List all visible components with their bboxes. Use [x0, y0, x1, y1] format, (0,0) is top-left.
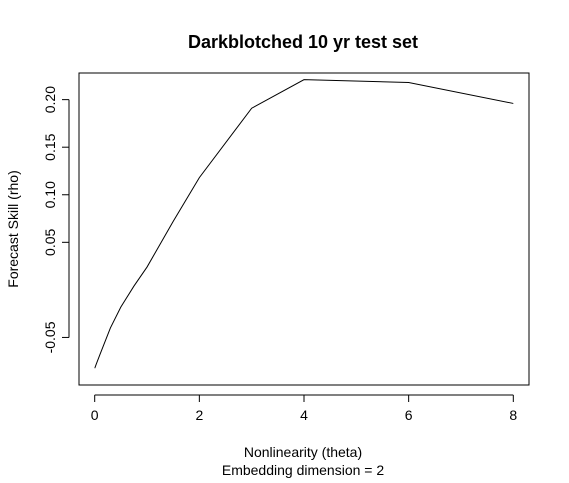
- y-tick-label: 0.10: [42, 181, 58, 208]
- y-tick-label: -0.05: [42, 321, 58, 353]
- x-axis-sublabel: Embedding dimension = 2: [222, 462, 384, 478]
- x-tick-label: 6: [405, 407, 413, 423]
- y-axis-label: Forecast Skill (rho): [5, 170, 21, 287]
- series-line: [94, 79, 514, 369]
- x-axis: 0 2 4 6 8: [91, 394, 517, 423]
- y-axis: -0.05 0.05 0.10 0.15 0.20: [42, 86, 70, 353]
- x-tick-label: 0: [91, 407, 99, 423]
- x-axis-label: Nonlinearity (theta): [244, 444, 362, 460]
- x-tick-label: 2: [195, 407, 203, 423]
- x-tick-label: 4: [300, 407, 308, 423]
- y-tick-label: 0.15: [42, 133, 58, 160]
- y-tick-label: 0.20: [42, 86, 58, 113]
- y-tick-label: 0.05: [42, 228, 58, 255]
- x-tick-label: 8: [509, 407, 517, 423]
- plot-frame: [78, 72, 530, 386]
- chart-title: Darkblotched 10 yr test set: [188, 32, 418, 52]
